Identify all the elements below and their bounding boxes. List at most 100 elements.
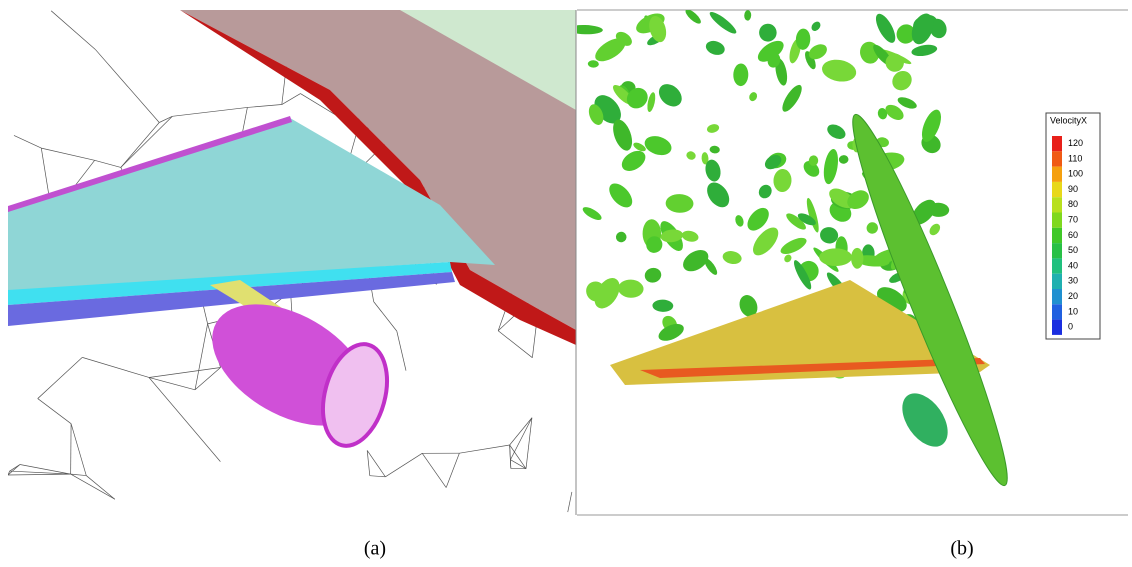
vortex-blob: [885, 104, 904, 120]
legend-tick-label: 80: [1068, 199, 1078, 209]
legend-swatch: [1052, 304, 1062, 320]
legend-swatch: [1052, 319, 1062, 335]
mesh-edge: [9, 470, 71, 475]
vortex-blob: [927, 202, 950, 217]
wing-high-velocity: [640, 358, 985, 378]
mesh-edge: [70, 473, 87, 476]
vortex-blob: [649, 15, 667, 43]
mesh-edge: [459, 444, 510, 454]
vortex-blob: [929, 18, 947, 39]
vortex-blob: [821, 59, 857, 82]
mesh-edge: [567, 491, 573, 513]
mesh-edge: [148, 367, 221, 378]
vortex-blob: [896, 24, 916, 44]
mesh-edge: [366, 450, 371, 476]
vortex-blob: [686, 151, 696, 160]
vortex-blob: [885, 53, 904, 72]
mesh-edge: [366, 450, 386, 477]
vortex-blob: [658, 323, 684, 341]
vortex-blob: [722, 251, 742, 265]
mesh-edge: [373, 301, 398, 332]
legend-tick-label: 70: [1068, 215, 1078, 225]
vortex-blob: [805, 51, 816, 70]
vortex-blob: [626, 87, 648, 109]
vortex-blob: [823, 149, 838, 185]
mesh-edge: [396, 331, 407, 371]
legend-tick-label: 10: [1068, 306, 1078, 316]
vortex-blob: [577, 24, 603, 35]
mesh-edge: [86, 475, 116, 500]
mesh-edge: [525, 417, 533, 469]
vortex-blob: [609, 183, 633, 208]
legend-tick-label: 60: [1068, 230, 1078, 240]
vortex-blob: [705, 40, 725, 55]
mesh-edge: [70, 423, 87, 476]
mesh-edge: [148, 377, 196, 391]
mesh-edge: [194, 367, 221, 391]
mesh-edge: [70, 473, 116, 500]
legend-swatch: [1052, 227, 1062, 244]
vortex-blob: [652, 299, 674, 312]
fuselage-edge: [180, 10, 576, 345]
vortex-blob: [911, 13, 934, 45]
legend-title: VelocityX: [1050, 115, 1087, 125]
panel-b-image: [577, 10, 1008, 487]
vortex-blob: [706, 124, 720, 133]
vortex-blob: [773, 168, 792, 193]
vortex-blob: [633, 142, 646, 152]
mesh-edge: [509, 444, 512, 469]
mesh-edge: [509, 417, 533, 446]
vortex-blob: [786, 213, 806, 230]
panel-caption: (a): [364, 538, 386, 560]
legend-swatch: [1052, 212, 1062, 228]
vortex-blob: [806, 197, 819, 233]
vortex-blob: [588, 104, 604, 125]
vortex-blob: [797, 213, 816, 226]
mesh-edge: [120, 116, 173, 168]
legend-tick-label: 110: [1068, 153, 1082, 163]
vortex-blob: [820, 227, 839, 244]
vortex-blob: [646, 236, 663, 253]
vortex-blob: [808, 44, 827, 60]
mesh-edge: [369, 475, 386, 478]
legend-swatch: [1052, 289, 1062, 305]
vortex-blob: [749, 92, 758, 102]
nacelle-inlet: [321, 342, 389, 448]
mesh-edge: [148, 377, 221, 462]
mesh-edge: [9, 464, 21, 472]
legend-tick-label: 0: [1068, 322, 1073, 332]
panel-a-image: [8, 10, 576, 515]
vortex-blob: [892, 70, 912, 91]
mesh-edge: [510, 459, 527, 470]
legend-swatch: [1052, 166, 1062, 182]
vortex-blob: [808, 155, 819, 166]
vortex-blob: [764, 154, 782, 170]
mesh-edge: [421, 453, 447, 488]
vortex-blob: [681, 230, 699, 242]
vortex-blob: [709, 11, 737, 34]
legend-swatch: [1052, 258, 1062, 274]
mesh-edge: [510, 417, 533, 460]
vortex-blob: [929, 223, 941, 236]
vortex-blob: [735, 215, 744, 227]
vortex-blob: [683, 250, 709, 272]
mesh-edge: [159, 116, 173, 123]
vortex-blob: [704, 258, 718, 275]
vortex-blob: [753, 227, 779, 256]
mesh-edge: [247, 104, 282, 108]
vortex-blob: [618, 279, 644, 298]
wing-surface: [8, 118, 495, 292]
mesh-edge: [13, 135, 42, 149]
mesh-edge: [50, 10, 96, 50]
wing-leading-edge: [8, 116, 292, 212]
vortex-blob: [615, 231, 627, 243]
mesh-edge: [172, 107, 248, 117]
vortex-blob: [644, 136, 672, 156]
vortex-blob: [582, 207, 602, 220]
vortex-blob: [875, 13, 896, 43]
vortex-blob: [665, 194, 694, 213]
legend-tick-label: 120: [1068, 138, 1083, 148]
vortex-blob: [660, 229, 684, 243]
